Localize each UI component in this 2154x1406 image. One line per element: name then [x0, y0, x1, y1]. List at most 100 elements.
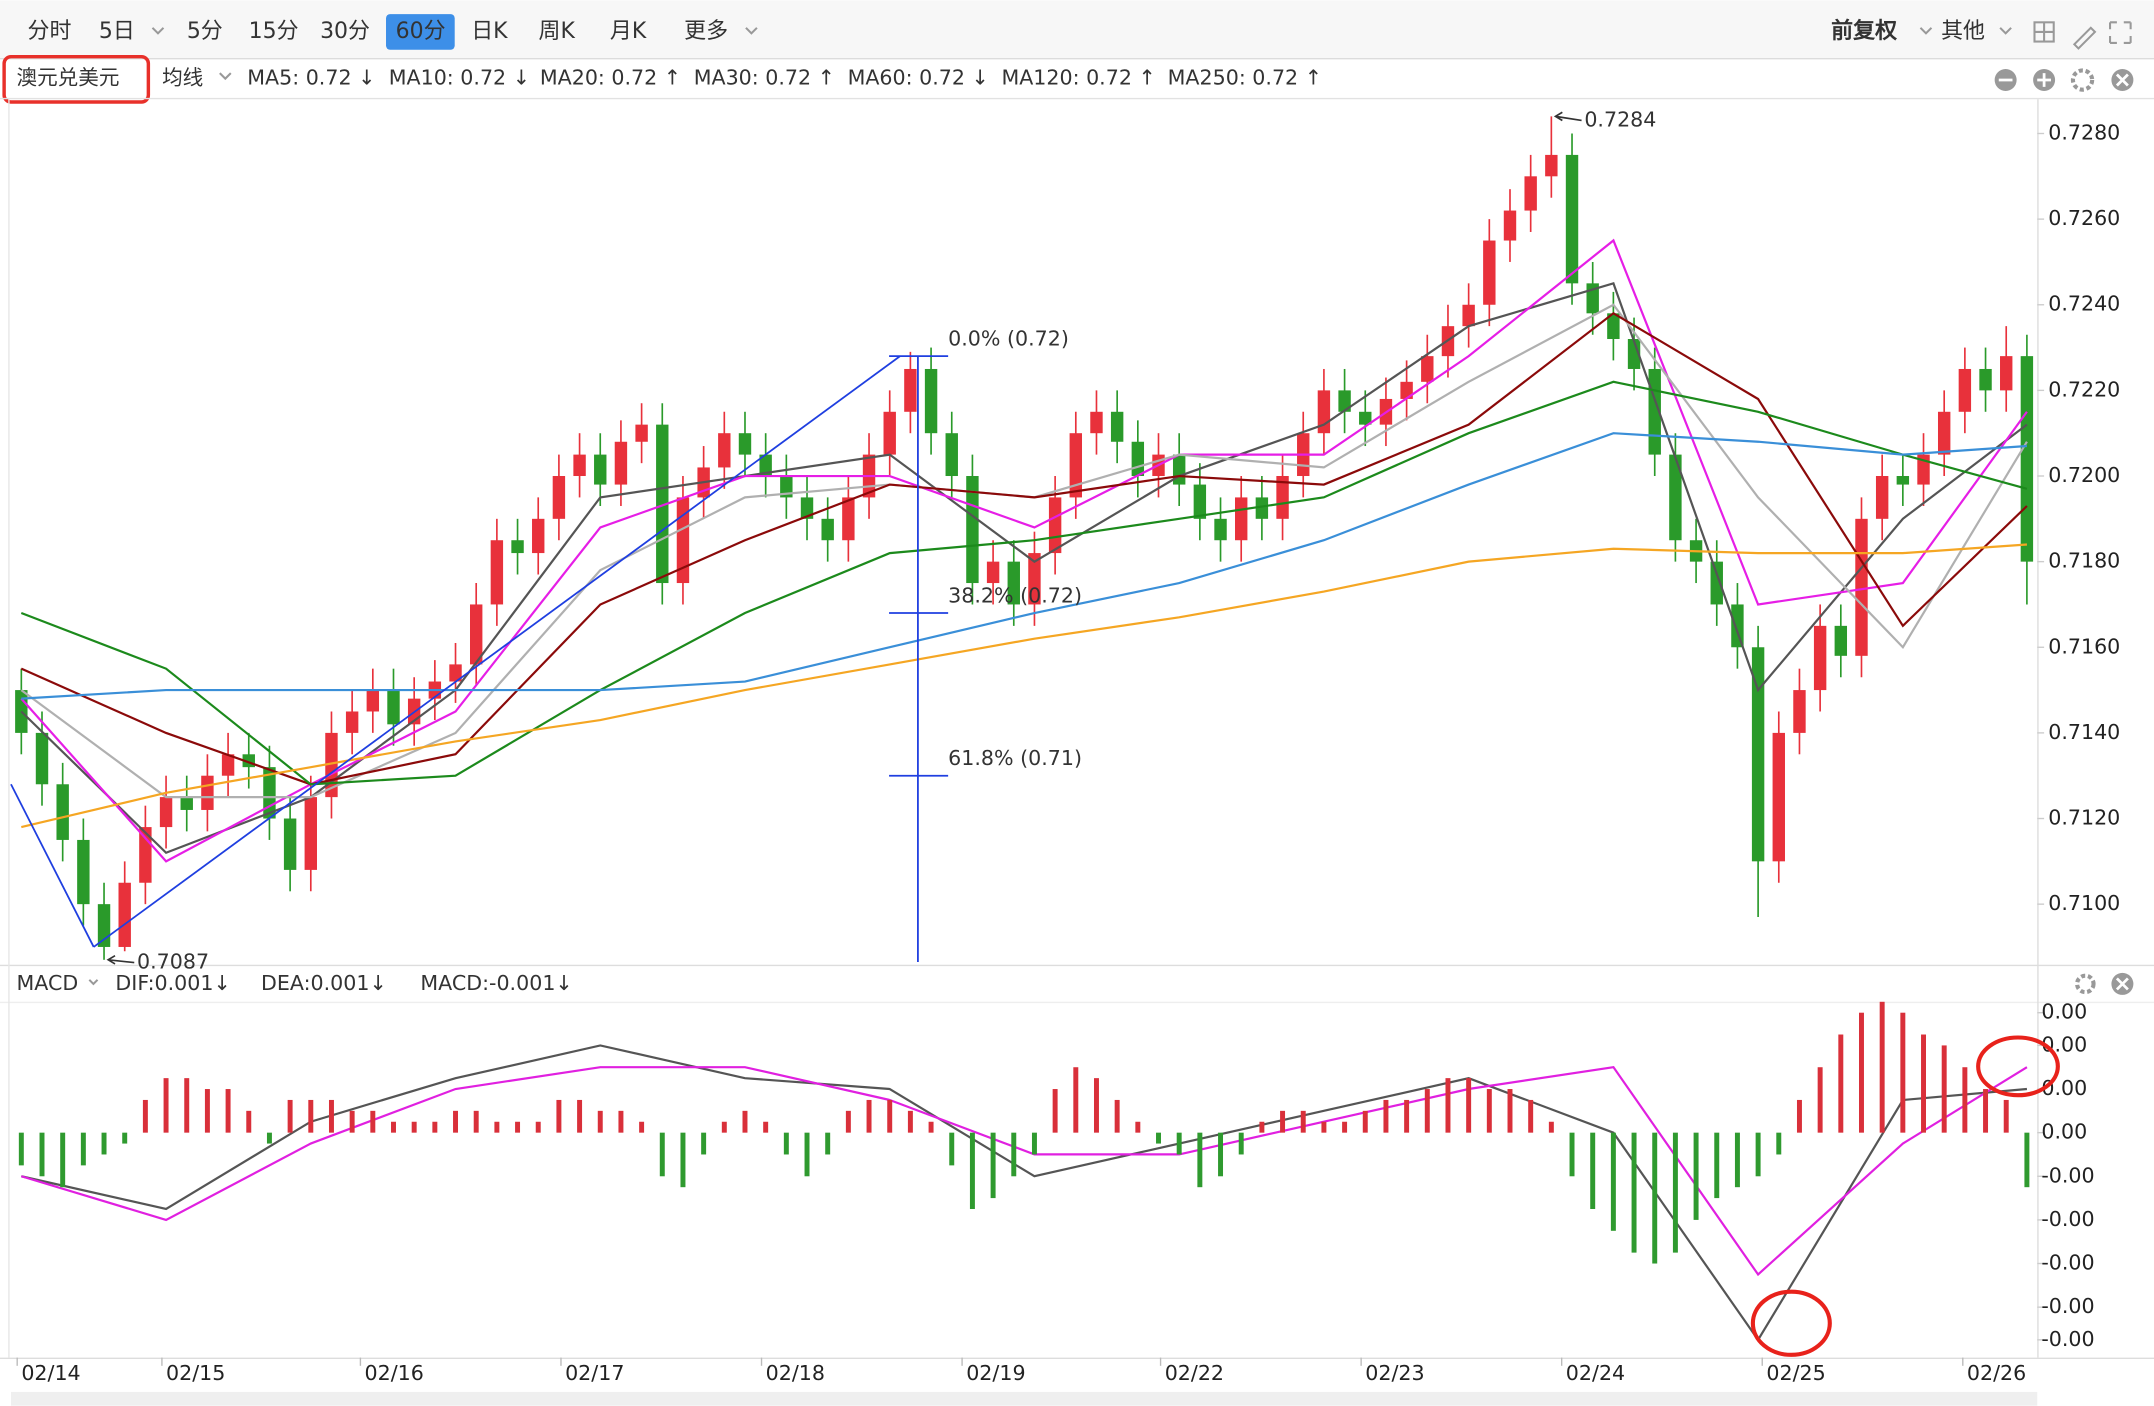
candle-body	[2020, 356, 2034, 562]
candle-body	[77, 839, 90, 905]
ma-line	[20, 380, 2028, 786]
y-tick-label: -0.00	[2041, 1163, 2094, 1187]
candle-body	[1131, 441, 1145, 477]
legend-entry: MA30: 0.72 ↑	[694, 66, 835, 90]
legend-entry: DEA:0.001↓	[261, 971, 387, 995]
macd-bar	[142, 1099, 148, 1133]
macd-bar	[1776, 1132, 1782, 1155]
ma-line	[21, 432, 2028, 700]
macd-bar	[1073, 1067, 1079, 1133]
annotation-label: 0.7087	[137, 950, 209, 974]
y-tick-label: -0.00	[2041, 1327, 2094, 1351]
candle-body	[1090, 411, 1103, 434]
y-tick-label: 0.00	[2041, 1120, 2087, 1144]
candle-body	[180, 797, 193, 810]
ma-line	[21, 543, 2028, 829]
macd-bar	[1507, 1089, 1513, 1133]
indicator-label: 均线	[162, 66, 203, 90]
macd-bar	[1445, 1078, 1451, 1133]
candle-body	[614, 441, 628, 485]
y-tick-label: 0.7140	[2048, 720, 2120, 744]
y-tick-label: 0.00	[2041, 1076, 2087, 1100]
candle-body	[304, 797, 317, 870]
macd-bar	[1921, 1034, 1926, 1133]
macd-bar	[1693, 1132, 1699, 1220]
x-tick-label: 02/23	[1365, 1361, 1424, 1385]
candle-body	[283, 818, 297, 870]
candle-body	[532, 518, 545, 554]
y-tick-label: 0.7100	[2048, 891, 2120, 915]
candle-body	[1524, 176, 1537, 211]
candle-body	[1565, 154, 1579, 284]
macd-bar	[680, 1132, 686, 1188]
tab[interactable]: 5日	[99, 19, 135, 44]
candle-body	[1772, 732, 1785, 862]
candle-body	[718, 433, 731, 468]
tab[interactable]: 更多	[684, 19, 728, 44]
candle-body	[1813, 625, 1827, 691]
candle-body	[883, 411, 896, 455]
indicator-line	[21, 1044, 2028, 1342]
candle-body	[1896, 476, 1910, 485]
toolbar-option[interactable]: 其他	[1941, 19, 1985, 44]
macd-bar	[1280, 1110, 1286, 1133]
ma-line	[20, 311, 2028, 786]
symbol-highlight	[2, 54, 151, 104]
tab[interactable]: 分时	[27, 19, 71, 44]
fib-label: 0.0% (0.72)	[948, 327, 1069, 351]
macd-bar	[535, 1121, 541, 1133]
y-tick-label: -0.00	[2041, 1207, 2094, 1231]
tab[interactable]: 30分	[320, 19, 370, 44]
macd-bar	[1652, 1132, 1658, 1264]
candle-body	[1110, 411, 1124, 442]
x-tick-label: 02/19	[966, 1361, 1025, 1385]
macd-bar	[391, 1121, 396, 1133]
tab[interactable]: 15分	[249, 19, 299, 44]
macd-bar	[1404, 1099, 1410, 1133]
tab[interactable]: 周K	[539, 19, 576, 44]
tab[interactable]: 60分	[396, 19, 446, 44]
ma-line	[20, 238, 2028, 863]
candle-body	[1400, 381, 1413, 399]
macd-bar	[1734, 1132, 1740, 1188]
scrollbar[interactable]	[10, 1391, 2038, 1406]
candle-body	[821, 518, 834, 541]
toolbar-icons[interactable]	[2033, 21, 2132, 50]
macd-bar	[349, 1110, 355, 1133]
candle-body	[1214, 518, 1227, 541]
candle-body	[1172, 454, 1186, 485]
candle-body	[511, 540, 524, 554]
annotation-arrow	[106, 954, 135, 965]
macd-bar	[2003, 1099, 2009, 1133]
candle-body	[594, 454, 607, 485]
macd-bar	[1176, 1132, 1182, 1155]
macd-bar	[39, 1132, 45, 1177]
macd-bar	[1755, 1132, 1761, 1177]
legend-entry: MACD:-0.001↓	[420, 971, 572, 995]
panel-icons[interactable]	[1994, 68, 2134, 995]
candle-body	[945, 433, 958, 477]
tab[interactable]: 月K	[610, 19, 647, 44]
candle-body	[56, 784, 69, 840]
y-tick-label: 0.7200	[2048, 463, 2120, 487]
tab[interactable]: 5分	[187, 19, 223, 44]
candle-body	[1007, 561, 1020, 605]
candle-body	[966, 476, 979, 584]
candle-body	[449, 664, 462, 682]
macd-bar	[1259, 1121, 1265, 1133]
highlight-circle	[1750, 1289, 1832, 1357]
candle-body	[1793, 690, 1806, 733]
macd-bar	[1486, 1089, 1492, 1133]
toolbar-option[interactable]: 前复权	[1831, 18, 1897, 44]
macd-bar	[1879, 1001, 1885, 1133]
macd-bar	[411, 1121, 417, 1133]
tab[interactable]: 日K	[471, 19, 508, 44]
macd-bar	[1238, 1132, 1244, 1155]
macd-bar	[639, 1121, 645, 1133]
macd-bar	[266, 1132, 272, 1144]
macd-bar	[1342, 1121, 1348, 1133]
y-tick-label: 0.7180	[2048, 549, 2120, 573]
toolbar-bg	[0, 0, 2154, 59]
macd-bar	[515, 1121, 521, 1133]
macd-bar	[928, 1121, 934, 1133]
